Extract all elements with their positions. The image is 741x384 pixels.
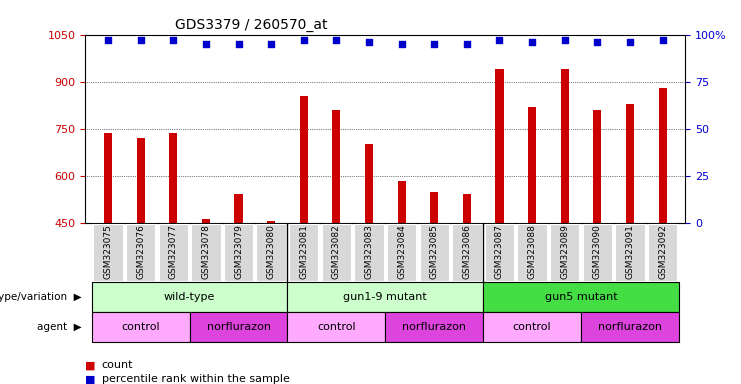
Point — [167, 37, 179, 43]
FancyBboxPatch shape — [615, 224, 645, 281]
FancyBboxPatch shape — [92, 282, 288, 312]
Text: GSM323082: GSM323082 — [332, 225, 341, 279]
Point — [428, 41, 440, 47]
Point — [591, 39, 603, 45]
Bar — [267, 221, 275, 223]
FancyBboxPatch shape — [452, 224, 482, 281]
Bar — [136, 138, 144, 223]
Text: GSM323085: GSM323085 — [430, 225, 439, 280]
Text: GSM323091: GSM323091 — [625, 225, 634, 280]
Text: GSM323089: GSM323089 — [560, 225, 569, 280]
Point — [396, 41, 408, 47]
Bar — [169, 133, 177, 223]
Text: GSM323083: GSM323083 — [365, 225, 373, 280]
Bar — [594, 110, 602, 223]
Bar — [659, 88, 667, 223]
Text: gun1-9 mutant: gun1-9 mutant — [343, 292, 428, 302]
FancyBboxPatch shape — [354, 224, 384, 281]
Point — [233, 41, 245, 47]
Text: norflurazon: norflurazon — [598, 322, 662, 332]
Text: ■: ■ — [85, 360, 96, 370]
Text: GSM323079: GSM323079 — [234, 225, 243, 280]
Point — [657, 37, 668, 43]
Text: gun5 mutant: gun5 mutant — [545, 292, 617, 302]
FancyBboxPatch shape — [256, 224, 286, 281]
FancyBboxPatch shape — [419, 224, 449, 281]
Bar — [234, 194, 242, 223]
Text: genotype/variation  ▶: genotype/variation ▶ — [0, 292, 82, 302]
Text: GSM323075: GSM323075 — [104, 225, 113, 280]
FancyBboxPatch shape — [387, 224, 416, 281]
Text: GSM323081: GSM323081 — [299, 225, 308, 280]
FancyBboxPatch shape — [517, 224, 547, 281]
FancyBboxPatch shape — [385, 312, 483, 342]
Text: GSM323090: GSM323090 — [593, 225, 602, 280]
Bar — [365, 144, 373, 223]
Point — [559, 37, 571, 43]
FancyBboxPatch shape — [581, 312, 679, 342]
Point — [102, 37, 114, 43]
Text: ■: ■ — [85, 374, 96, 384]
FancyBboxPatch shape — [288, 312, 385, 342]
Bar — [528, 107, 536, 223]
FancyBboxPatch shape — [550, 224, 579, 281]
Bar — [299, 96, 308, 223]
Text: wild-type: wild-type — [164, 292, 216, 302]
FancyBboxPatch shape — [93, 224, 123, 281]
Bar — [431, 192, 439, 223]
Text: GDS3379 / 260570_at: GDS3379 / 260570_at — [176, 18, 328, 32]
Text: percentile rank within the sample: percentile rank within the sample — [102, 374, 290, 384]
Text: GSM323086: GSM323086 — [462, 225, 471, 280]
FancyBboxPatch shape — [483, 312, 581, 342]
Point — [135, 37, 147, 43]
Text: control: control — [513, 322, 551, 332]
FancyBboxPatch shape — [191, 224, 221, 281]
Bar — [202, 219, 210, 223]
FancyBboxPatch shape — [92, 312, 190, 342]
Text: norflurazon: norflurazon — [402, 322, 466, 332]
Bar — [332, 111, 340, 223]
Text: norflurazon: norflurazon — [207, 322, 270, 332]
Bar — [463, 194, 471, 223]
Point — [526, 39, 538, 45]
FancyBboxPatch shape — [190, 312, 288, 342]
FancyBboxPatch shape — [224, 224, 253, 281]
FancyBboxPatch shape — [159, 224, 188, 281]
Text: GSM323084: GSM323084 — [397, 225, 406, 279]
Text: control: control — [317, 322, 356, 332]
Text: count: count — [102, 360, 133, 370]
Bar — [626, 104, 634, 223]
Point — [298, 37, 310, 43]
Text: GSM323078: GSM323078 — [202, 225, 210, 280]
Point — [461, 41, 473, 47]
Text: GSM323077: GSM323077 — [169, 225, 178, 280]
FancyBboxPatch shape — [288, 282, 483, 312]
Point — [494, 37, 505, 43]
Bar — [398, 181, 406, 223]
Bar — [104, 133, 112, 223]
FancyBboxPatch shape — [485, 224, 514, 281]
Text: agent  ▶: agent ▶ — [37, 322, 82, 332]
Text: GSM323088: GSM323088 — [528, 225, 536, 280]
Point — [265, 41, 277, 47]
FancyBboxPatch shape — [322, 224, 351, 281]
FancyBboxPatch shape — [126, 224, 156, 281]
Bar — [561, 69, 569, 223]
FancyBboxPatch shape — [483, 282, 679, 312]
Point — [330, 37, 342, 43]
Point — [200, 41, 212, 47]
Text: GSM323087: GSM323087 — [495, 225, 504, 280]
Text: GSM323080: GSM323080 — [267, 225, 276, 280]
Point — [363, 39, 375, 45]
Text: GSM323076: GSM323076 — [136, 225, 145, 280]
Text: GSM323092: GSM323092 — [658, 225, 667, 279]
Text: control: control — [122, 322, 160, 332]
FancyBboxPatch shape — [582, 224, 612, 281]
Bar — [496, 69, 504, 223]
Point — [624, 39, 636, 45]
FancyBboxPatch shape — [289, 224, 319, 281]
FancyBboxPatch shape — [648, 224, 677, 281]
